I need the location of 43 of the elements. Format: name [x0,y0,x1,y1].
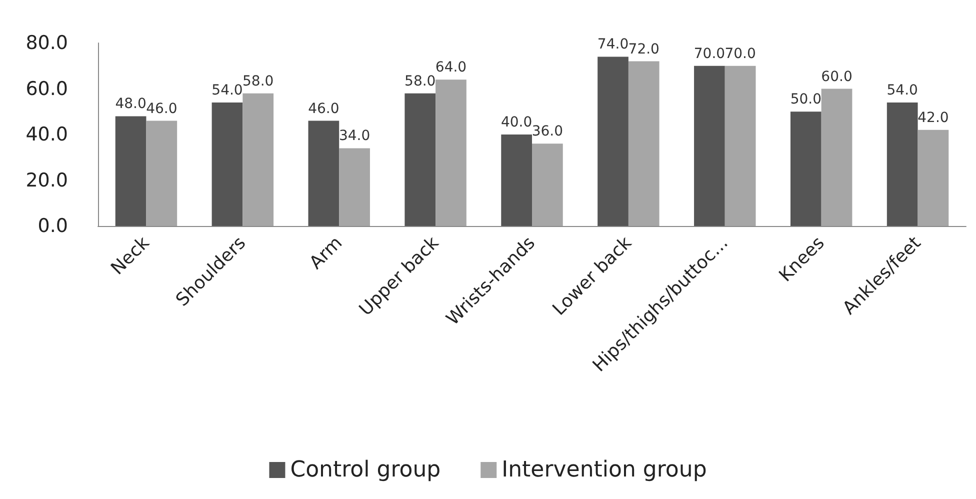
data-label: 34.0 [338,128,370,144]
data-label: 64.0 [435,60,467,76]
bar [724,66,756,226]
data-label: 36.0 [532,124,564,140]
y-tick-label: 0.0 [38,215,68,237]
data-label: 46.0 [146,100,178,117]
bar [532,144,563,226]
data-label: 58.0 [242,73,274,90]
data-label: 60.0 [821,68,852,85]
legend-label: Intervention group [502,458,707,482]
y-tick-label: 40.0 [26,124,68,146]
data-label: 50.0 [790,92,822,108]
data-label: 46.0 [308,100,340,117]
y-tick-label: 80.0 [26,32,68,54]
data-label: 48.0 [115,96,146,112]
bar [212,102,243,226]
data-label: 54.0 [886,82,918,98]
data-label: 72.0 [628,41,660,58]
legend-label: Control group [290,458,441,482]
bar [694,66,725,226]
bar [339,148,370,226]
bar [436,80,466,226]
bar [821,88,852,226]
data-label: 70.0 [694,46,726,62]
bar [886,102,918,226]
bar [598,56,628,226]
bar [242,93,274,226]
bar [146,120,178,226]
bar [501,134,532,226]
data-label: 58.0 [404,73,436,90]
data-label: 54.0 [212,82,243,98]
bar [308,120,340,226]
y-tick-label: 60.0 [26,78,68,100]
data-label: 74.0 [597,36,629,53]
data-label: 70.0 [724,46,756,62]
bar [115,116,146,226]
bar [790,112,822,226]
bar [404,93,436,226]
data-label: 40.0 [500,114,532,130]
bar [628,61,660,226]
y-tick-label: 20.0 [26,169,68,192]
data-label: 42.0 [918,110,949,126]
bar [918,130,949,226]
